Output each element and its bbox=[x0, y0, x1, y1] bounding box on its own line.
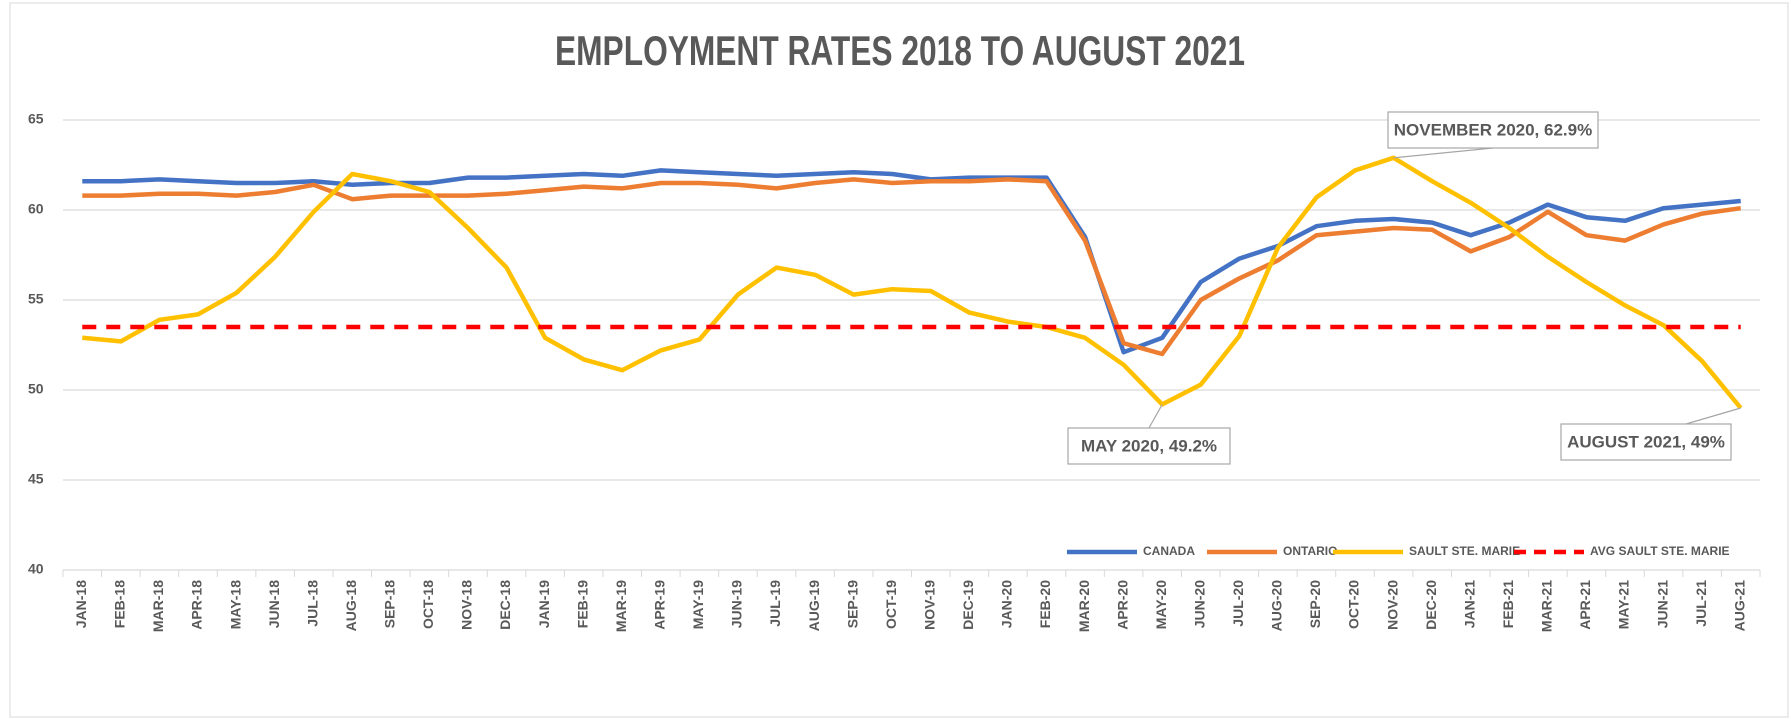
x-tick-label: SEP-20 bbox=[1307, 580, 1323, 628]
chart-title: EMPLOYMENT RATES 2018 TO AUGUST 2021 bbox=[555, 27, 1245, 74]
callout-line bbox=[1148, 404, 1163, 429]
y-tick-label: 60 bbox=[28, 201, 44, 217]
x-tick-label: MAY-19 bbox=[690, 580, 706, 630]
y-tick-label: 65 bbox=[28, 111, 44, 127]
x-tick-label: JUN-19 bbox=[729, 580, 745, 628]
callout-label: MAY 2020, 49.2% bbox=[1081, 436, 1217, 455]
x-tick-label: NOV-19 bbox=[921, 580, 937, 630]
callout-label: NOVEMBER 2020, 62.9% bbox=[1394, 120, 1592, 139]
x-tick-label: OCT-18 bbox=[420, 580, 436, 629]
x-tick-label: DEC-18 bbox=[497, 580, 513, 630]
x-tick-label: APR-19 bbox=[652, 580, 668, 630]
x-tick-label: AUG-18 bbox=[343, 580, 359, 632]
x-tick-label: MAR-19 bbox=[613, 580, 629, 632]
x-tick-label: MAY-18 bbox=[227, 580, 243, 630]
y-tick-label: 50 bbox=[28, 381, 44, 397]
x-tick-label: JAN-19 bbox=[536, 580, 552, 628]
x-tick-label: SEP-19 bbox=[844, 580, 860, 628]
x-tick-label: JUN-21 bbox=[1654, 580, 1670, 628]
callout-box bbox=[1067, 427, 1231, 465]
callout-label: AUGUST 2021, 49% bbox=[1567, 432, 1725, 451]
callout-line bbox=[1393, 147, 1494, 159]
x-tick-label: FEB-20 bbox=[1037, 580, 1053, 628]
x-tick-label: OCT-19 bbox=[883, 580, 899, 629]
legend-label: SAULT STE. MARIE bbox=[1409, 544, 1520, 558]
legend-label: ONTARIO bbox=[1283, 544, 1337, 558]
y-tick-label: 55 bbox=[28, 291, 44, 307]
x-tick-label: MAR-21 bbox=[1539, 580, 1555, 632]
x-tick-label: JAN-20 bbox=[999, 580, 1015, 628]
line-series bbox=[82, 177, 1742, 357]
x-tick-label: JUL-21 bbox=[1693, 580, 1709, 627]
y-tick-label: 40 bbox=[28, 561, 44, 577]
x-tick-label: JUN-20 bbox=[1191, 580, 1207, 628]
x-tick-label: APR-18 bbox=[189, 580, 205, 630]
x-tick-label: DEC-19 bbox=[960, 580, 976, 630]
legend-label: CANADA bbox=[1143, 544, 1195, 558]
x-tick-label: FEB-18 bbox=[112, 580, 128, 628]
x-tick-label: DEC-20 bbox=[1423, 580, 1439, 630]
callout-line bbox=[1685, 407, 1741, 425]
x-tick-label: JAN-21 bbox=[1461, 580, 1477, 628]
x-tick-label: APR-20 bbox=[1114, 580, 1130, 630]
x-tick-label: AUG-20 bbox=[1269, 580, 1285, 632]
x-tick-label: APR-21 bbox=[1577, 580, 1593, 630]
callout-box bbox=[1387, 111, 1599, 149]
x-tick-label: JAN-18 bbox=[73, 580, 89, 628]
callout-box bbox=[1560, 423, 1732, 461]
x-tick-label: AUG-19 bbox=[806, 580, 822, 632]
x-tick-label: JUL-18 bbox=[304, 580, 320, 627]
x-tick-label: JUN-18 bbox=[266, 580, 282, 628]
x-tick-label: JUL-20 bbox=[1230, 580, 1246, 627]
x-tick-label: SEP-18 bbox=[382, 580, 398, 628]
y-tick-label: 45 bbox=[28, 471, 44, 487]
x-tick-label: MAR-20 bbox=[1076, 580, 1092, 632]
x-tick-label: NOV-20 bbox=[1384, 580, 1400, 630]
x-tick-label: FEB-19 bbox=[574, 580, 590, 628]
x-tick-label: OCT-20 bbox=[1346, 580, 1362, 629]
line-series bbox=[82, 155, 1743, 410]
x-tick-label: JUL-19 bbox=[767, 580, 783, 627]
x-tick-label: NOV-18 bbox=[459, 580, 475, 630]
line-series bbox=[82, 168, 1741, 355]
x-tick-label: AUG-21 bbox=[1731, 580, 1747, 632]
legend-label: AVG SAULT STE. MARIE bbox=[1590, 544, 1730, 558]
x-tick-label: MAY-20 bbox=[1153, 580, 1169, 630]
x-tick-label: FEB-21 bbox=[1500, 580, 1516, 628]
x-tick-label: MAY-21 bbox=[1616, 580, 1632, 630]
x-tick-label: MAR-18 bbox=[150, 580, 166, 632]
